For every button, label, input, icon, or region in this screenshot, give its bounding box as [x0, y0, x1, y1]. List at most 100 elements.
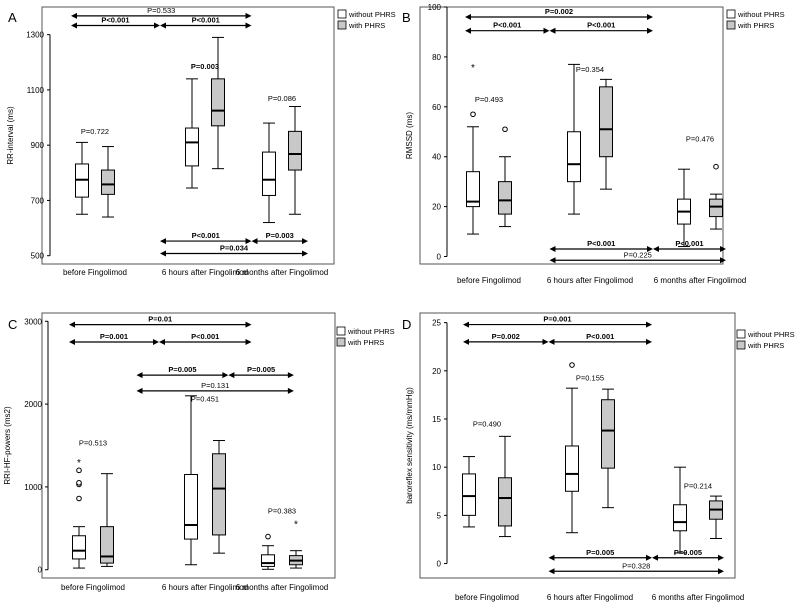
arrowhead-left: [160, 250, 166, 257]
box-body: [601, 399, 615, 469]
box-body: [184, 473, 198, 540]
outlier-point: [265, 533, 271, 540]
box-without-phrs: [184, 395, 198, 566]
box-body: [498, 181, 512, 215]
y-tick-label: 0: [38, 566, 43, 575]
y-tick-label: 60: [432, 103, 441, 112]
y-tick-label: 100: [428, 3, 442, 12]
arrowhead-left: [136, 387, 143, 394]
box-without-phrs: *: [466, 63, 480, 235]
box-body: [462, 473, 476, 516]
comparison-bracket: P<0.001: [549, 21, 653, 34]
p-value-label: P=0.493: [475, 95, 503, 104]
plot-frame: [41, 6, 335, 265]
y-tick-label: 20: [432, 367, 441, 376]
box-without-phrs: [185, 78, 199, 189]
comparison-bracket: P=0.001: [463, 315, 652, 328]
x-category-label: 6 hours after Fingolimod: [547, 593, 633, 602]
bracket-p-value: P=0.01: [148, 315, 172, 324]
outlier-point: [76, 467, 82, 474]
legend-swatch-without: [736, 329, 746, 339]
arrowhead-right: [647, 246, 653, 253]
panel-c: C 0 1000 2000 3000 RRI-HF-powers (ms2) before …: [3, 312, 395, 592]
box-body: [212, 453, 226, 536]
box-with-phrs: [599, 78, 613, 190]
legend-label-without: without PHRS: [747, 330, 795, 339]
y-tick-label: 80: [432, 53, 441, 62]
arrowhead-right: [718, 568, 724, 575]
legend-label-with: with PHRS: [348, 21, 385, 30]
comparison-bracket: P=0.005: [136, 365, 229, 379]
box-body: [288, 130, 302, 171]
p-value-label: P=0.451: [191, 395, 219, 404]
bracket-p-value: P=0.328: [622, 561, 650, 570]
bracket-p-value: P<0.001: [586, 332, 614, 341]
y-tick-label: 15: [432, 415, 441, 424]
legend: without PHRS with PHRS: [726, 9, 785, 30]
box-without-phrs: [462, 456, 476, 528]
box-body: [262, 151, 276, 196]
box-body: [261, 554, 275, 567]
arrowhead-right: [153, 338, 159, 345]
arrowhead-right: [245, 238, 252, 245]
plot-frame: [419, 6, 724, 265]
bracket-p-value: P=0.131: [201, 381, 229, 390]
p-value-label: P=0.490: [473, 420, 501, 429]
panel-letter: A: [8, 10, 17, 25]
outlier-point: [502, 126, 508, 133]
x-category-label: 6 months after Fingolimod: [236, 268, 329, 277]
box-body: [100, 526, 114, 564]
bracket-p-value: P<0.001: [493, 21, 521, 30]
arrowhead-right: [287, 372, 294, 379]
comparison-bracket: P=0.003: [251, 231, 308, 245]
y-tick-label: 25: [432, 319, 441, 328]
legend-label-with: with PHRS: [747, 341, 784, 350]
comparison-bracket: P<0.001: [71, 16, 160, 29]
arrowhead-left: [228, 372, 235, 379]
legend-label-without: without PHRS: [348, 10, 396, 19]
extreme-point: *: [294, 519, 298, 530]
arrowhead-left: [159, 338, 165, 345]
legend: without PHRS with PHRS: [337, 9, 396, 30]
p-value-label: P=0.214: [684, 481, 712, 490]
bracket-p-value: P=0.034: [220, 243, 249, 252]
comparison-bracket: P=0.005: [548, 548, 652, 561]
arrowhead-right: [302, 238, 308, 245]
x-category-label: 6 months after Fingolimod: [652, 593, 745, 602]
y-tick-label: 3000: [24, 317, 42, 326]
panel-letter: C: [8, 317, 17, 332]
bracket-p-value: P=0.002: [545, 7, 573, 16]
bracket-p-value: P<0.001: [101, 16, 129, 25]
comparison-bracket: P<0.001: [549, 239, 653, 253]
legend-swatch-without: [337, 9, 347, 19]
outlier-point: [76, 495, 82, 502]
arrowhead-left: [69, 321, 75, 328]
comparison-bracket: P<0.001: [653, 239, 726, 253]
bracket-p-value: P=0.001: [100, 332, 128, 341]
arrowhead-left: [465, 13, 471, 20]
arrowhead-right: [542, 338, 549, 345]
arrowhead-right: [647, 27, 653, 34]
box-with-phrs: [211, 36, 225, 170]
arrowhead-right: [720, 257, 726, 264]
panel-d: D 0 5 10 15 20 25 baroreflex sensitivity (ms/mm…: [402, 312, 795, 602]
p-value-label: P=0.383: [268, 506, 296, 515]
arrowhead-right: [646, 338, 652, 345]
arrowhead-right: [245, 338, 252, 345]
arrowhead-left: [549, 246, 556, 253]
box-without-phrs: [75, 141, 89, 215]
y-tick-label: 2000: [24, 400, 42, 409]
y-tick-label: 500: [31, 252, 45, 261]
x-category-label: before Fingolimod: [63, 268, 127, 277]
y-tick-label: 700: [31, 196, 45, 205]
box-with-phrs: [709, 163, 723, 230]
box-body: [211, 78, 225, 127]
box-body: [72, 535, 86, 560]
panel-b: B 0 20 40 60 80 100 RMSSD (ms) before Fingolimod…: [402, 3, 785, 285]
arrowhead-left: [160, 238, 166, 245]
arrowhead-right: [154, 22, 160, 29]
arrowhead-left: [548, 554, 555, 561]
x-category-label: before Fingolimod: [455, 593, 519, 602]
arrowhead-left: [251, 238, 258, 245]
